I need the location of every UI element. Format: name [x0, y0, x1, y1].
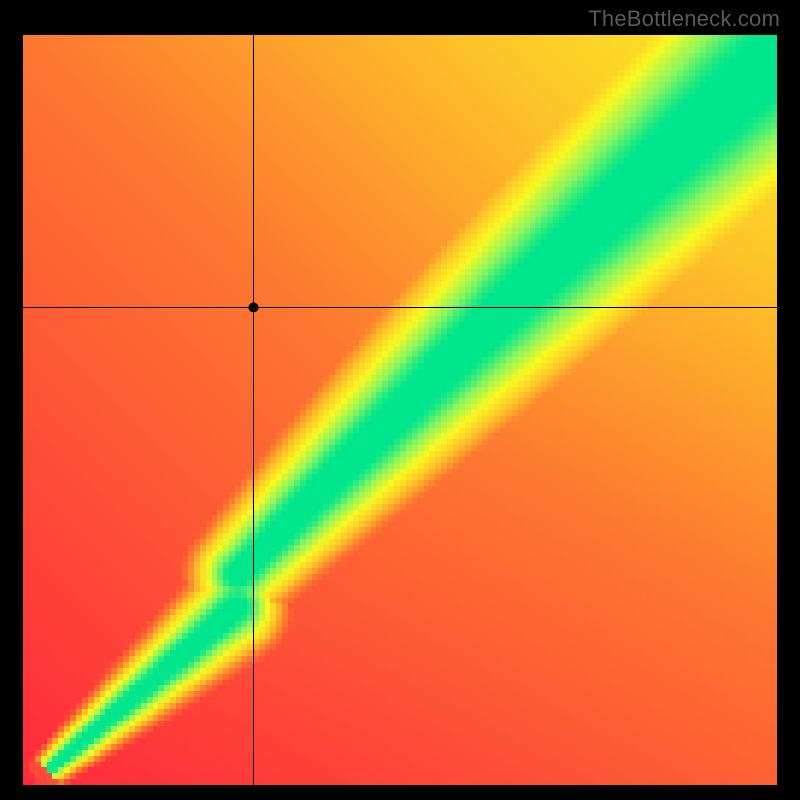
- plot-area: [23, 35, 777, 785]
- chart-container: TheBottleneck.com: [0, 0, 800, 800]
- heatmap-canvas: [23, 35, 777, 785]
- watermark-text: TheBottleneck.com: [588, 6, 780, 32]
